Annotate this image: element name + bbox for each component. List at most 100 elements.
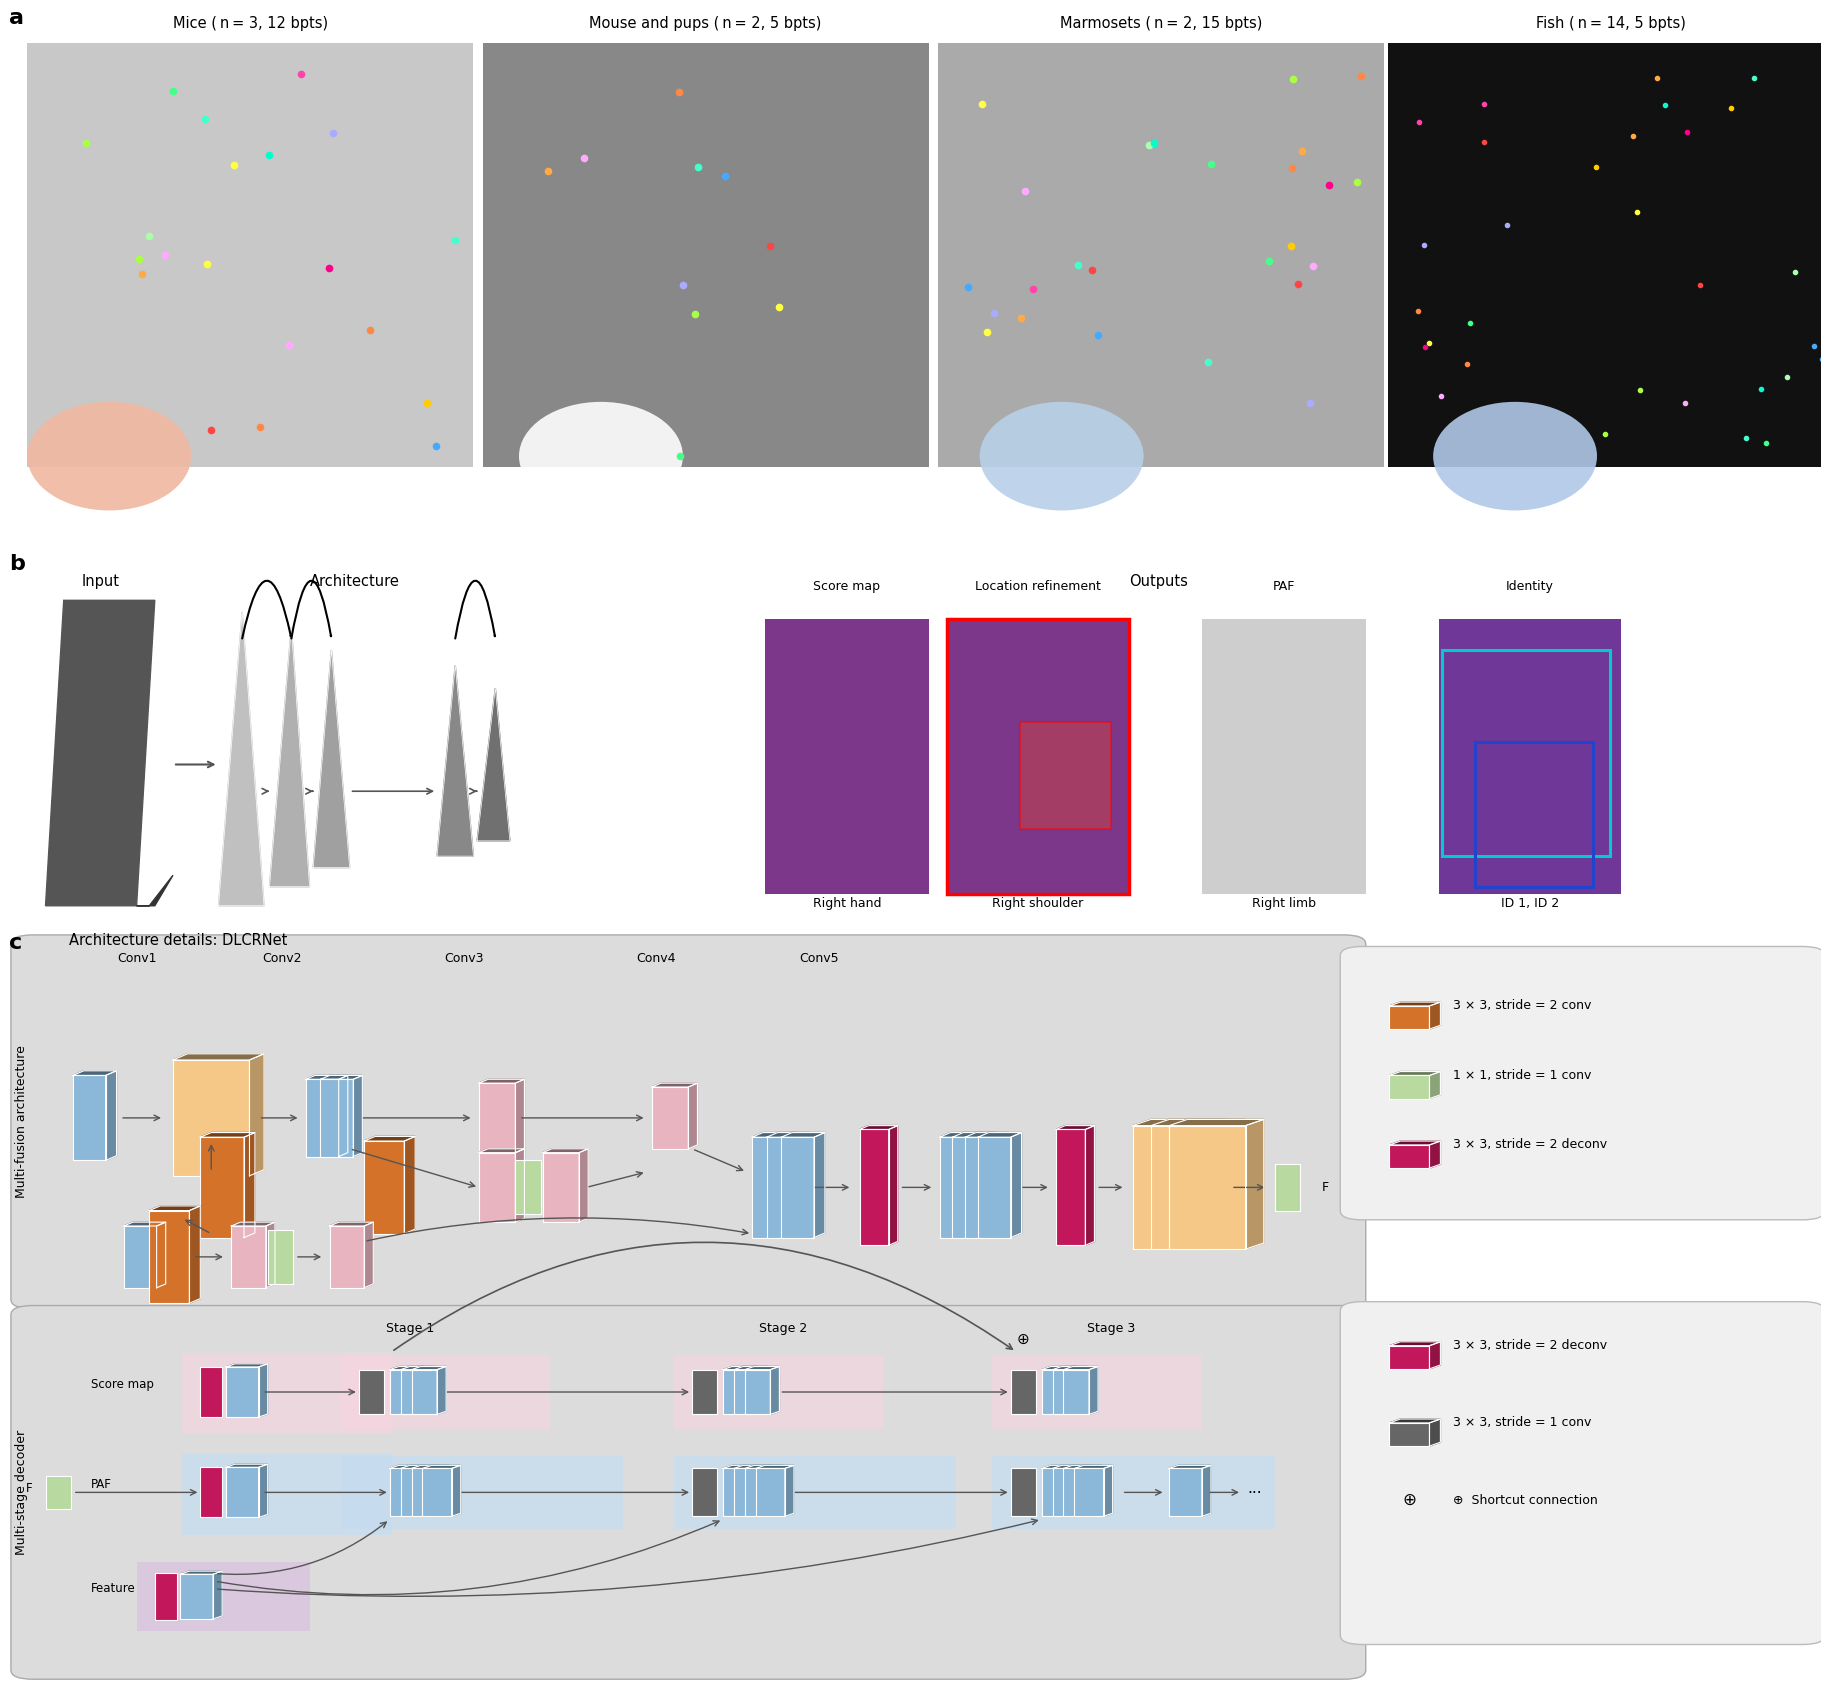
Polygon shape (1063, 1366, 1098, 1369)
Polygon shape (157, 1222, 166, 1288)
Polygon shape (479, 1079, 524, 1083)
Polygon shape (763, 1465, 772, 1517)
Polygon shape (1104, 1465, 1113, 1517)
Polygon shape (437, 665, 473, 855)
Text: Outputs: Outputs (1129, 574, 1187, 589)
Bar (231, 1225, 266, 1288)
Polygon shape (972, 1132, 983, 1237)
Bar (182, 1354, 392, 1434)
Bar (268, 1230, 293, 1285)
Polygon shape (1389, 1419, 1440, 1422)
FancyBboxPatch shape (1340, 947, 1821, 1220)
Polygon shape (1067, 1366, 1076, 1414)
Text: Feature: Feature (91, 1582, 137, 1595)
Bar (992, 1356, 1202, 1429)
Bar (1042, 1369, 1067, 1414)
Bar (200, 1137, 244, 1237)
Ellipse shape (519, 402, 683, 511)
Bar (1442, 650, 1610, 855)
FancyArrowPatch shape (455, 580, 495, 638)
Text: F: F (1322, 1181, 1329, 1195)
Bar (1063, 1369, 1089, 1414)
Bar (341, 1456, 623, 1529)
Polygon shape (515, 1149, 524, 1222)
Bar (1074, 1468, 1104, 1517)
Polygon shape (412, 1366, 446, 1369)
Bar (1389, 1346, 1429, 1369)
Text: Location refinement: Location refinement (974, 580, 1102, 592)
Bar (1011, 1468, 1036, 1517)
Polygon shape (231, 1222, 275, 1225)
Polygon shape (189, 1207, 200, 1303)
Text: ⊕: ⊕ (1016, 1332, 1031, 1347)
Text: ID 1, ID 2: ID 1, ID 2 (1501, 896, 1559, 910)
FancyBboxPatch shape (1340, 1302, 1821, 1644)
Bar (364, 1140, 404, 1234)
Text: Conv4: Conv4 (636, 952, 676, 966)
Bar (952, 1137, 985, 1237)
Bar (390, 1468, 419, 1517)
Bar (390, 1369, 415, 1414)
Text: a: a (9, 8, 24, 29)
Text: ⊕  Shortcut connection: ⊕ Shortcut connection (1453, 1493, 1597, 1507)
Bar (306, 1079, 339, 1157)
Polygon shape (1389, 1001, 1440, 1006)
Polygon shape (774, 1465, 783, 1517)
Bar (479, 1152, 515, 1222)
Polygon shape (781, 1132, 825, 1137)
Polygon shape (767, 1132, 810, 1137)
Bar (1020, 723, 1111, 830)
Bar (73, 1076, 106, 1161)
Polygon shape (1082, 1465, 1091, 1517)
Text: Fish ( n = 14, 5 bpts): Fish ( n = 14, 5 bpts) (1535, 17, 1686, 31)
Polygon shape (1202, 1465, 1211, 1517)
Polygon shape (364, 1137, 415, 1140)
Bar (674, 1356, 883, 1429)
Bar (1202, 619, 1366, 894)
Polygon shape (1209, 1120, 1227, 1249)
Bar (1389, 1006, 1429, 1028)
Polygon shape (723, 1465, 761, 1468)
Bar (330, 1225, 364, 1288)
Bar (781, 1137, 814, 1237)
Polygon shape (226, 1465, 268, 1468)
Polygon shape (180, 1571, 222, 1575)
Bar (226, 1366, 259, 1417)
Bar (1056, 1130, 1085, 1246)
Text: 3 × 3, stride = 2 deconv: 3 × 3, stride = 2 deconv (1453, 1339, 1608, 1353)
Polygon shape (124, 1222, 166, 1225)
Polygon shape (479, 1149, 524, 1152)
Bar (723, 1468, 752, 1517)
Polygon shape (1169, 1120, 1264, 1125)
Polygon shape (759, 1366, 768, 1414)
Bar (341, 1356, 550, 1429)
Polygon shape (259, 1465, 268, 1517)
Bar (401, 1468, 430, 1517)
Polygon shape (1389, 1071, 1440, 1076)
Polygon shape (748, 1366, 758, 1414)
Polygon shape (1429, 1140, 1440, 1168)
Text: Score map: Score map (814, 580, 880, 592)
Bar (1053, 1468, 1082, 1517)
Polygon shape (1151, 1120, 1246, 1125)
Polygon shape (785, 1132, 796, 1237)
Polygon shape (1078, 1366, 1087, 1414)
Bar (412, 1369, 437, 1414)
Bar (992, 1456, 1275, 1529)
Polygon shape (940, 1132, 983, 1137)
Bar (320, 1079, 353, 1157)
Polygon shape (419, 1465, 428, 1517)
Polygon shape (752, 1132, 796, 1137)
Polygon shape (477, 689, 510, 842)
Bar (745, 1468, 774, 1517)
Bar (401, 1369, 426, 1414)
Polygon shape (985, 1132, 996, 1237)
Bar (652, 1088, 688, 1149)
Bar (1169, 1468, 1202, 1517)
Polygon shape (752, 1465, 761, 1517)
Bar (940, 1137, 972, 1237)
Polygon shape (259, 1364, 268, 1417)
Polygon shape (415, 1366, 424, 1414)
Polygon shape (688, 1083, 697, 1149)
Bar (1389, 1145, 1429, 1168)
